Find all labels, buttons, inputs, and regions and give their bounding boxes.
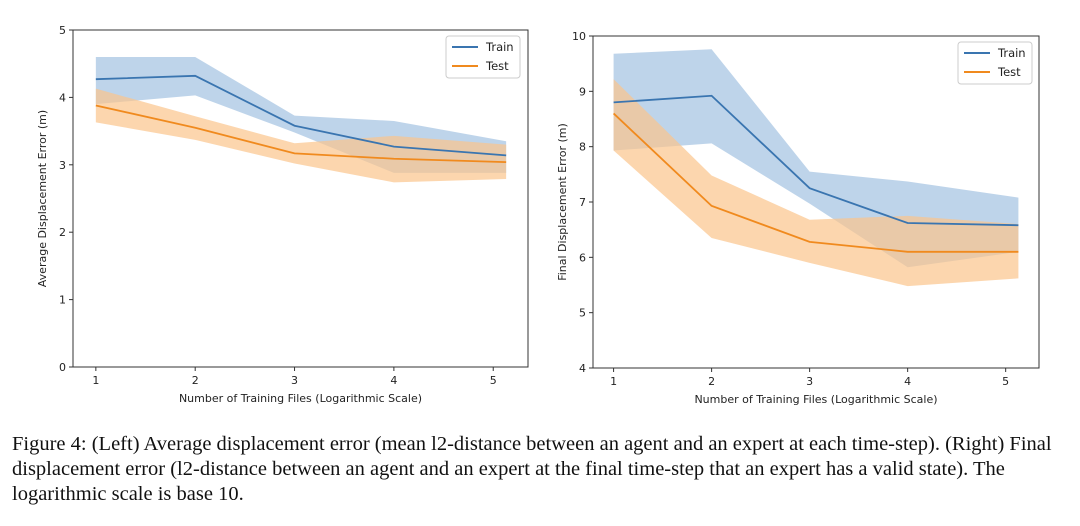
x-tick-label: 4 (390, 374, 397, 387)
legend-label-test: Test (997, 65, 1021, 79)
y-tick-label: 8 (579, 141, 586, 154)
x-tick-label: 1 (610, 375, 617, 388)
x-tick-label: 1 (92, 374, 99, 387)
confidence-band-train (613, 49, 1019, 268)
legend-label-train: Train (485, 40, 514, 54)
confidence-band-test (613, 79, 1019, 287)
series-line-train (613, 94, 1019, 227)
x-tick-label: 3 (806, 375, 813, 388)
x-tick-label: 2 (708, 375, 715, 388)
y-tick-label: 5 (59, 24, 66, 37)
y-tick-label: 10 (572, 30, 586, 43)
chart-fde: 1 2 3 4 5 4 5 6 7 8 9 10 Number of Training Files (L… (556, 30, 1040, 406)
y-tick-label: 4 (59, 91, 66, 104)
x-tick-label: 2 (192, 374, 199, 387)
y-axis-label: Final Displacement Error (m) (556, 123, 569, 281)
x-axis-label: Number of Training Files (Logarithmic Sc… (694, 393, 937, 406)
y-tick-label: 1 (59, 294, 66, 307)
y-tick-label: 7 (579, 196, 586, 209)
series-line-train (95, 74, 507, 157)
x-axis-label: Number of Training Files (Logarithmic Sc… (179, 392, 422, 405)
figure-caption: Figure 4: (Left) Average displacement er… (12, 433, 1052, 505)
legend: Train Test (445, 35, 521, 79)
series-line-test (95, 104, 507, 164)
chart-ade: 1 2 3 4 5 0 1 2 3 4 5 Number of Training Files (Log… (36, 24, 529, 405)
x-tick-label: 5 (1002, 375, 1009, 388)
legend: Train Test (957, 41, 1033, 85)
legend-label-train: Train (997, 46, 1026, 60)
x-tick-label: 4 (904, 375, 911, 388)
x-tick-label: 3 (291, 374, 298, 387)
series-line-test (612, 112, 1019, 253)
y-axis-label: Average Displacement Error (m) (36, 110, 49, 287)
y-tick-label: 2 (59, 226, 66, 239)
y-tick-label: 0 (59, 361, 66, 374)
x-tick-label: 5 (490, 374, 497, 387)
y-tick-label: 5 (579, 307, 586, 320)
y-tick-label: 6 (579, 251, 586, 264)
y-tick-label: 4 (579, 362, 586, 375)
axes-frame (72, 29, 529, 368)
y-tick-label: 9 (579, 85, 586, 98)
legend-label-test: Test (485, 59, 509, 73)
y-tick-label: 3 (59, 159, 66, 172)
